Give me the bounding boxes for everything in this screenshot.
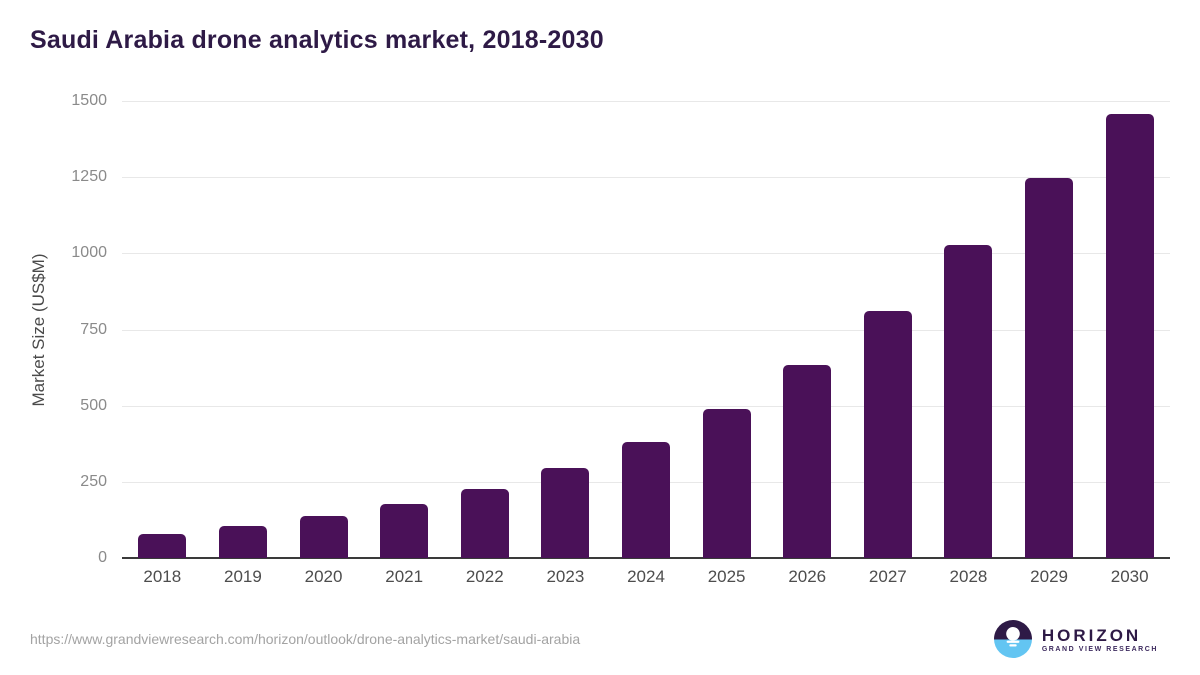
x-tick-label-2026: 2026 <box>788 567 827 586</box>
gridline-1250 <box>122 177 1170 179</box>
bar-2022 <box>460 488 509 558</box>
bar-2018 <box>138 534 187 558</box>
x-tick-label-2023: 2023 <box>546 567 585 586</box>
bar-2025 <box>702 408 751 558</box>
chart-title: Saudi Arabia drone analytics market, 201… <box>30 26 604 54</box>
x-tick-label-2021: 2021 <box>385 567 424 586</box>
bar-2024 <box>622 441 670 558</box>
y-tick-label-750: 750 <box>80 320 107 338</box>
logo-subname: GRAND VIEW RESEARCH <box>1041 645 1158 653</box>
x-tick-label-2018: 2018 <box>143 567 182 586</box>
y-tick-label-500: 500 <box>80 396 107 414</box>
gridline-750 <box>122 329 1170 331</box>
y-tick-labels: 0 250 500 750 1000 1250 1500 <box>0 92 107 566</box>
logo-text-block: HORIZON GRAND VIEW RESEARCH <box>1042 626 1158 653</box>
y-tick-label-1500: 1500 <box>71 92 107 109</box>
horizon-logo: HORIZON GRAND VIEW RESEARCH <box>993 620 1158 658</box>
x-tick-label-2027: 2027 <box>868 567 907 586</box>
bar-2021 <box>380 504 429 558</box>
x-tick-label-2030: 2030 <box>1110 567 1149 586</box>
x-tick-label-2020: 2020 <box>304 567 343 586</box>
x-tick-label-2025: 2025 <box>707 567 746 586</box>
x-tick-label-2019: 2019 <box>224 567 262 586</box>
bar-2027 <box>863 310 912 558</box>
bar-2030 <box>1105 114 1154 558</box>
logo-name: HORIZON <box>1041 625 1142 645</box>
bar-2023 <box>541 467 590 558</box>
x-axis-line <box>122 557 1170 559</box>
x-tick-labels: 2018 2019 2020 2021 2022 2023 2024 2025 2026 2027… <box>122 567 1170 591</box>
bar-2029 <box>1025 178 1074 558</box>
bar-2020 <box>299 515 348 558</box>
bar-2026 <box>783 364 832 558</box>
bar-2028 <box>944 244 993 558</box>
x-tick-label-2022: 2022 <box>465 567 504 586</box>
y-tick-label-1250: 1250 <box>71 168 107 186</box>
x-tick-label-2029: 2029 <box>1030 567 1068 586</box>
source-url: https://www.grandviewresearch.com/horizo… <box>30 631 581 647</box>
gridline-1000 <box>122 253 1170 255</box>
gridline-1500 <box>122 101 1170 102</box>
y-tick-label-1000: 1000 <box>71 244 107 262</box>
x-tick-label-2024: 2024 <box>627 567 665 586</box>
gridline-500 <box>122 405 1170 407</box>
bar-2019 <box>218 526 267 558</box>
y-tick-label-0: 0 <box>98 549 107 566</box>
horizon-sunrise-icon <box>993 620 1032 658</box>
plot-area <box>122 101 1170 559</box>
y-tick-label-250: 250 <box>80 472 107 490</box>
x-tick-label-2028: 2028 <box>949 567 988 586</box>
